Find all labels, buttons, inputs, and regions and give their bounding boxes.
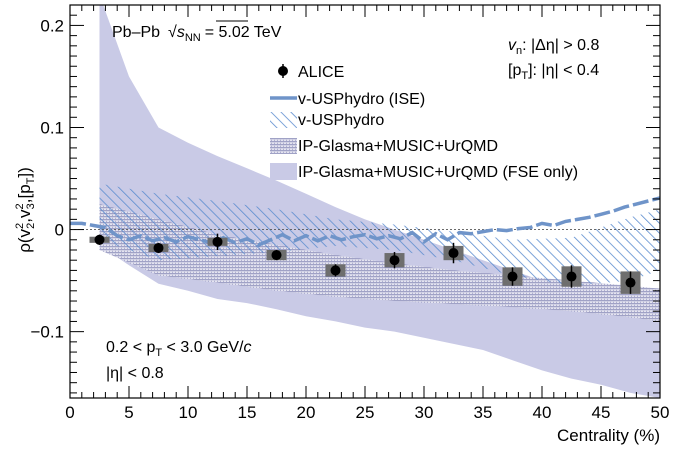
legend-item-ise: v-USPhydro (ISE) bbox=[270, 91, 425, 108]
alice-point bbox=[448, 248, 459, 259]
legend-label-ise: v-USPhydro (ISE) bbox=[298, 91, 425, 108]
x-tick-label: 45 bbox=[592, 403, 611, 422]
alice-point bbox=[330, 265, 341, 276]
legend-label-alice: ALICE bbox=[298, 64, 344, 81]
legend-uspydro-swatch bbox=[270, 112, 297, 128]
x-tick-label: 15 bbox=[238, 403, 257, 422]
alice-point bbox=[389, 255, 400, 266]
annotation-pt-range: 0.2 < pT < 3.0 GeV/c bbox=[106, 339, 252, 359]
alice-point bbox=[271, 250, 282, 261]
legend-item-alice: ALICE bbox=[278, 64, 344, 81]
line-v-usphydro-ise bbox=[70, 196, 660, 247]
alice-point bbox=[507, 271, 518, 282]
annotation-pt-eta: [pT]: |η| < 0.4 bbox=[508, 62, 599, 82]
alice-point bbox=[566, 271, 577, 282]
y-axis-title: ρ(v22,v23,[pT]) bbox=[14, 167, 37, 253]
alice-point bbox=[153, 242, 164, 253]
x-axis-title: Centrality (%) bbox=[557, 426, 660, 445]
alice-point bbox=[212, 236, 223, 247]
x-tick-label: 25 bbox=[356, 403, 375, 422]
x-tick-label: 40 bbox=[533, 403, 552, 422]
legend-fse-swatch bbox=[270, 163, 297, 180]
legend-label-fse: IP-Glasma+MUSIC+UrQMD (FSE only) bbox=[298, 164, 578, 181]
y-tick-label: 0.1 bbox=[40, 118, 64, 137]
x-tick-label: 0 bbox=[65, 403, 74, 422]
annotation-eta-range: |η| < 0.8 bbox=[106, 365, 164, 382]
y-tick-label: 0 bbox=[55, 221, 64, 240]
x-tick-label: 20 bbox=[297, 403, 316, 422]
band-v-usphydro bbox=[99, 183, 660, 286]
alice-point bbox=[94, 234, 105, 245]
x-tick-label: 10 bbox=[179, 403, 198, 422]
x-tick-label: 35 bbox=[474, 403, 493, 422]
x-tick-label: 30 bbox=[415, 403, 434, 422]
y-tick-label: −0.1 bbox=[30, 323, 64, 342]
legend-alice-marker bbox=[278, 66, 288, 76]
legend-item-fse: IP-Glasma+MUSIC+UrQMD (FSE only) bbox=[270, 163, 578, 181]
alice-point bbox=[625, 277, 636, 288]
legend-ipglasma-swatch bbox=[270, 138, 297, 154]
band-ipglasma bbox=[99, 204, 660, 322]
annotation-vn-eta: vn: |Δη| > 0.8 bbox=[508, 37, 599, 57]
x-tick-label: 5 bbox=[124, 403, 133, 422]
legend: ALICE v-USPhydro (ISE) v-USPhydro IP-Gla… bbox=[270, 64, 578, 181]
x-tick-label: 50 bbox=[651, 403, 670, 422]
legend-item-uspydro: v-USPhydro bbox=[270, 112, 384, 129]
legend-item-ipglasma: IP-Glasma+MUSIC+UrQMD bbox=[270, 138, 498, 155]
legend-label-ipglasma: IP-Glasma+MUSIC+UrQMD bbox=[298, 138, 498, 155]
y-tick-label: 0.2 bbox=[40, 16, 64, 35]
chart-title: Pb–Pb √sNN = 5.02 TeV bbox=[112, 24, 282, 44]
legend-label-uspydro: v-USPhydro bbox=[298, 112, 384, 129]
